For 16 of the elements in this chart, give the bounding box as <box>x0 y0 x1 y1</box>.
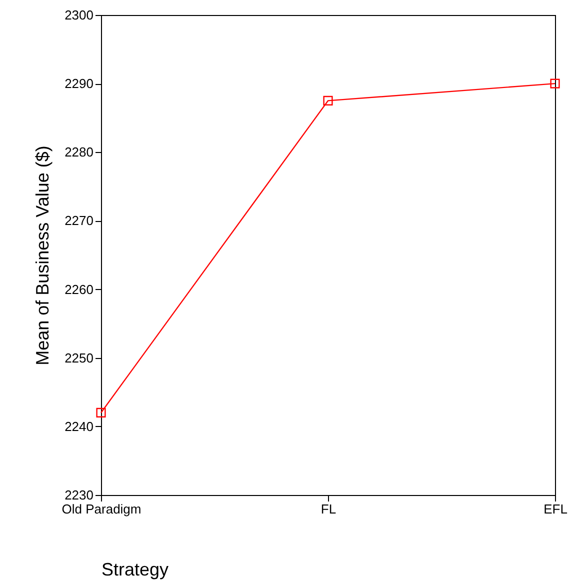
x-tick-label: Old Paradigm <box>62 502 142 516</box>
y-tick-label: 2250 <box>64 350 94 366</box>
point <box>550 78 560 88</box>
y-tick-label: 2300 <box>64 8 94 22</box>
y-tick-label: 2230 <box>64 488 94 502</box>
y-tick-label: 2240 <box>64 418 94 434</box>
x-tick-label: EFL <box>544 502 568 516</box>
y-tick-label: 2280 <box>64 144 94 160</box>
y-axis-title: Mean of Business Value ($) <box>32 146 53 366</box>
point <box>96 408 106 418</box>
point <box>323 96 333 106</box>
x-axis-title: Strategy <box>102 560 169 580</box>
y-tick-label: 2270 <box>64 213 94 228</box>
x-tick-label: FL <box>320 502 336 516</box>
y-tick-label: 2290 <box>64 76 94 92</box>
y-tick-label: 2260 <box>64 282 94 297</box>
